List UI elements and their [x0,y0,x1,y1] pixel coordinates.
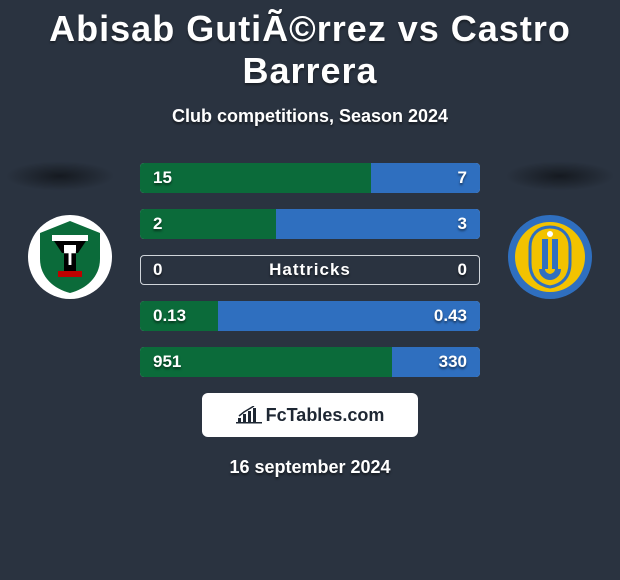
svg-text:T: T [64,248,76,270]
main-panel: T 15 Matches 7 2 Goals 3 0 Hattricks 0 0… [0,163,620,478]
infographic-container: Abisab GutiÃ©rrez vs Castro Barrera Club… [0,8,620,478]
subtitle: Club competitions, Season 2024 [0,106,620,127]
stat-value-player2: 330 [439,352,467,372]
stat-label: Hattricks [269,260,351,280]
stat-row: 0.13 Goals per match 0.43 [140,301,480,331]
stat-value-player1: 2 [153,214,162,234]
stat-row: 15 Matches 7 [140,163,480,193]
bar-player1 [140,163,371,193]
stat-row: 951 Min per goal 330 [140,347,480,377]
stat-value-player2: 0 [458,260,467,280]
team-logo-left: T [28,215,112,299]
stat-value-player1: 0.13 [153,306,186,326]
bar-player2 [276,209,480,239]
stat-value-player2: 0.43 [434,306,467,326]
credit-text: FcTables.com [266,405,385,426]
stats-table: 15 Matches 7 2 Goals 3 0 Hattricks 0 0.1… [140,163,480,377]
page-title: Abisab GutiÃ©rrez vs Castro Barrera [0,8,620,92]
stat-value-player1: 951 [153,352,181,372]
stat-value-player1: 15 [153,168,172,188]
team-logo-right [508,215,592,299]
stat-row: 0 Hattricks 0 [140,255,480,285]
stat-value-player2: 3 [458,214,467,234]
shadow-left [5,161,115,191]
credit-box: FcTables.com [202,393,418,437]
date-text: 16 september 2024 [0,457,620,478]
stat-row: 2 Goals 3 [140,209,480,239]
stat-value-player1: 0 [153,260,162,280]
stat-value-player2: 7 [458,168,467,188]
chart-icon [236,406,262,424]
shadow-right [505,161,615,191]
